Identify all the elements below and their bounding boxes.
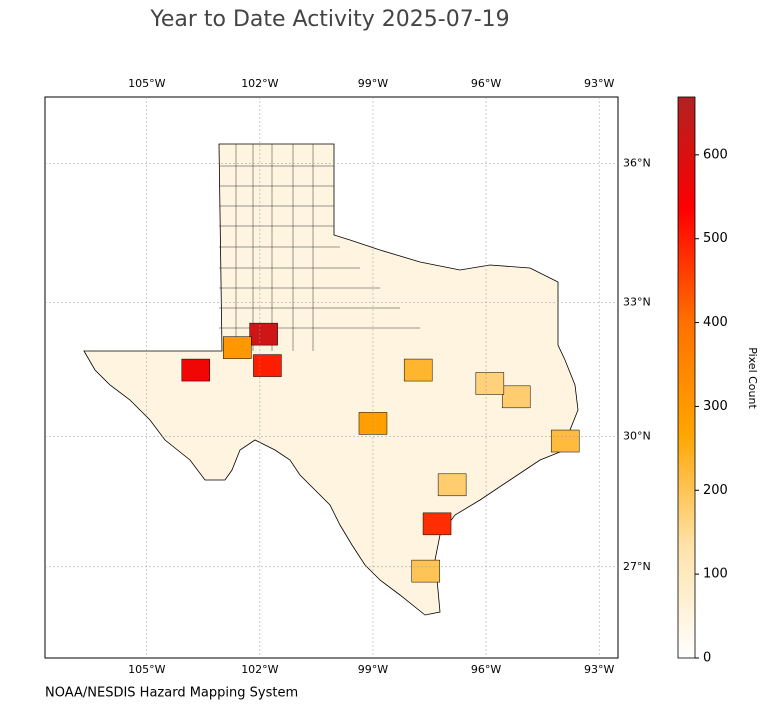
y-tick-label: 27°N [623,560,651,573]
colorbar-tick-label: 200 [703,483,728,498]
y-tick-label: 36°N [623,157,651,170]
county-fill [253,354,282,377]
source-note: NOAA/NESDIS Hazard Mapping System [45,686,298,701]
x-tick-label: 102°W [241,663,278,676]
colorbar-tick-label: 600 [703,147,728,162]
county-fill [411,559,440,583]
x-tick-label: 96°W [471,77,501,90]
y-tick-label: 33°N [623,295,651,308]
colorbar-tick-label: 100 [703,567,728,582]
colorbar-label: Pixel Count [746,347,759,409]
x-tick-label: 93°W [584,663,614,676]
county-fill [437,473,467,497]
colorbar-tick-label: 500 [703,231,728,246]
county-fill [181,358,211,382]
x-tick-label: 105°W [128,663,165,676]
colorbar-tick-label: 0 [703,651,711,666]
x-tick-label: 96°W [471,663,501,676]
y-tick-label: 30°N [623,430,651,443]
map-frame [44,96,619,659]
county-fill [358,412,388,435]
x-tick-label: 105°W [128,77,165,90]
colorbar-tick-label: 300 [703,399,728,414]
county-fill [223,336,252,359]
county-fill [550,429,580,453]
x-tick-label: 93°W [584,77,614,90]
county-fill [422,512,452,536]
colorbar [677,96,696,659]
county-fill [249,322,278,346]
texas-outline [83,143,579,616]
colorbar-tick-label: 400 [703,315,728,330]
map-title: Year to Date Activity 2025-07-19 [149,7,509,32]
x-tick-label: 102°W [241,77,278,90]
county-fill [501,385,531,409]
county-fill [475,372,505,395]
x-tick-label: 99°W [358,77,388,90]
x-tick-label: 99°W [358,663,388,676]
county-fill [403,358,433,382]
